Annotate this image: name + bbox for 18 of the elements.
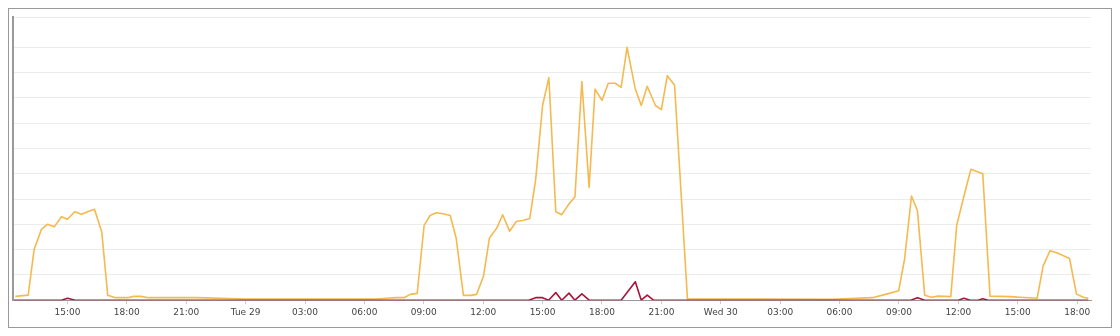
x-tick-label: 18:00 bbox=[1064, 306, 1091, 317]
x-tick-label: 06:00 bbox=[351, 306, 378, 317]
x-tick-label: 15:00 bbox=[529, 306, 556, 317]
x-tick-label: 09:00 bbox=[885, 306, 913, 317]
x-tick-label: 21:00 bbox=[173, 306, 200, 317]
x-tick-label: 18:00 bbox=[589, 306, 616, 317]
x-tick-label: 12:00 bbox=[470, 306, 497, 317]
x-tick-label: 12:00 bbox=[945, 306, 972, 317]
x-tick-label: Wed 30 bbox=[703, 306, 739, 317]
x-tick-label: 21:00 bbox=[648, 306, 675, 317]
x-tick-label: 18:00 bbox=[113, 306, 141, 317]
x-tick-label: Tue 29 bbox=[229, 306, 261, 317]
x-tick-label: 15:00 bbox=[1004, 306, 1031, 317]
x-tick-label: 03:00 bbox=[767, 306, 794, 317]
x-tick-label: 09:00 bbox=[410, 306, 438, 317]
x-tick-label: 15:00 bbox=[54, 306, 81, 317]
x-tick-label: 03:00 bbox=[292, 306, 319, 317]
x-tick-label: 06:00 bbox=[826, 306, 853, 317]
